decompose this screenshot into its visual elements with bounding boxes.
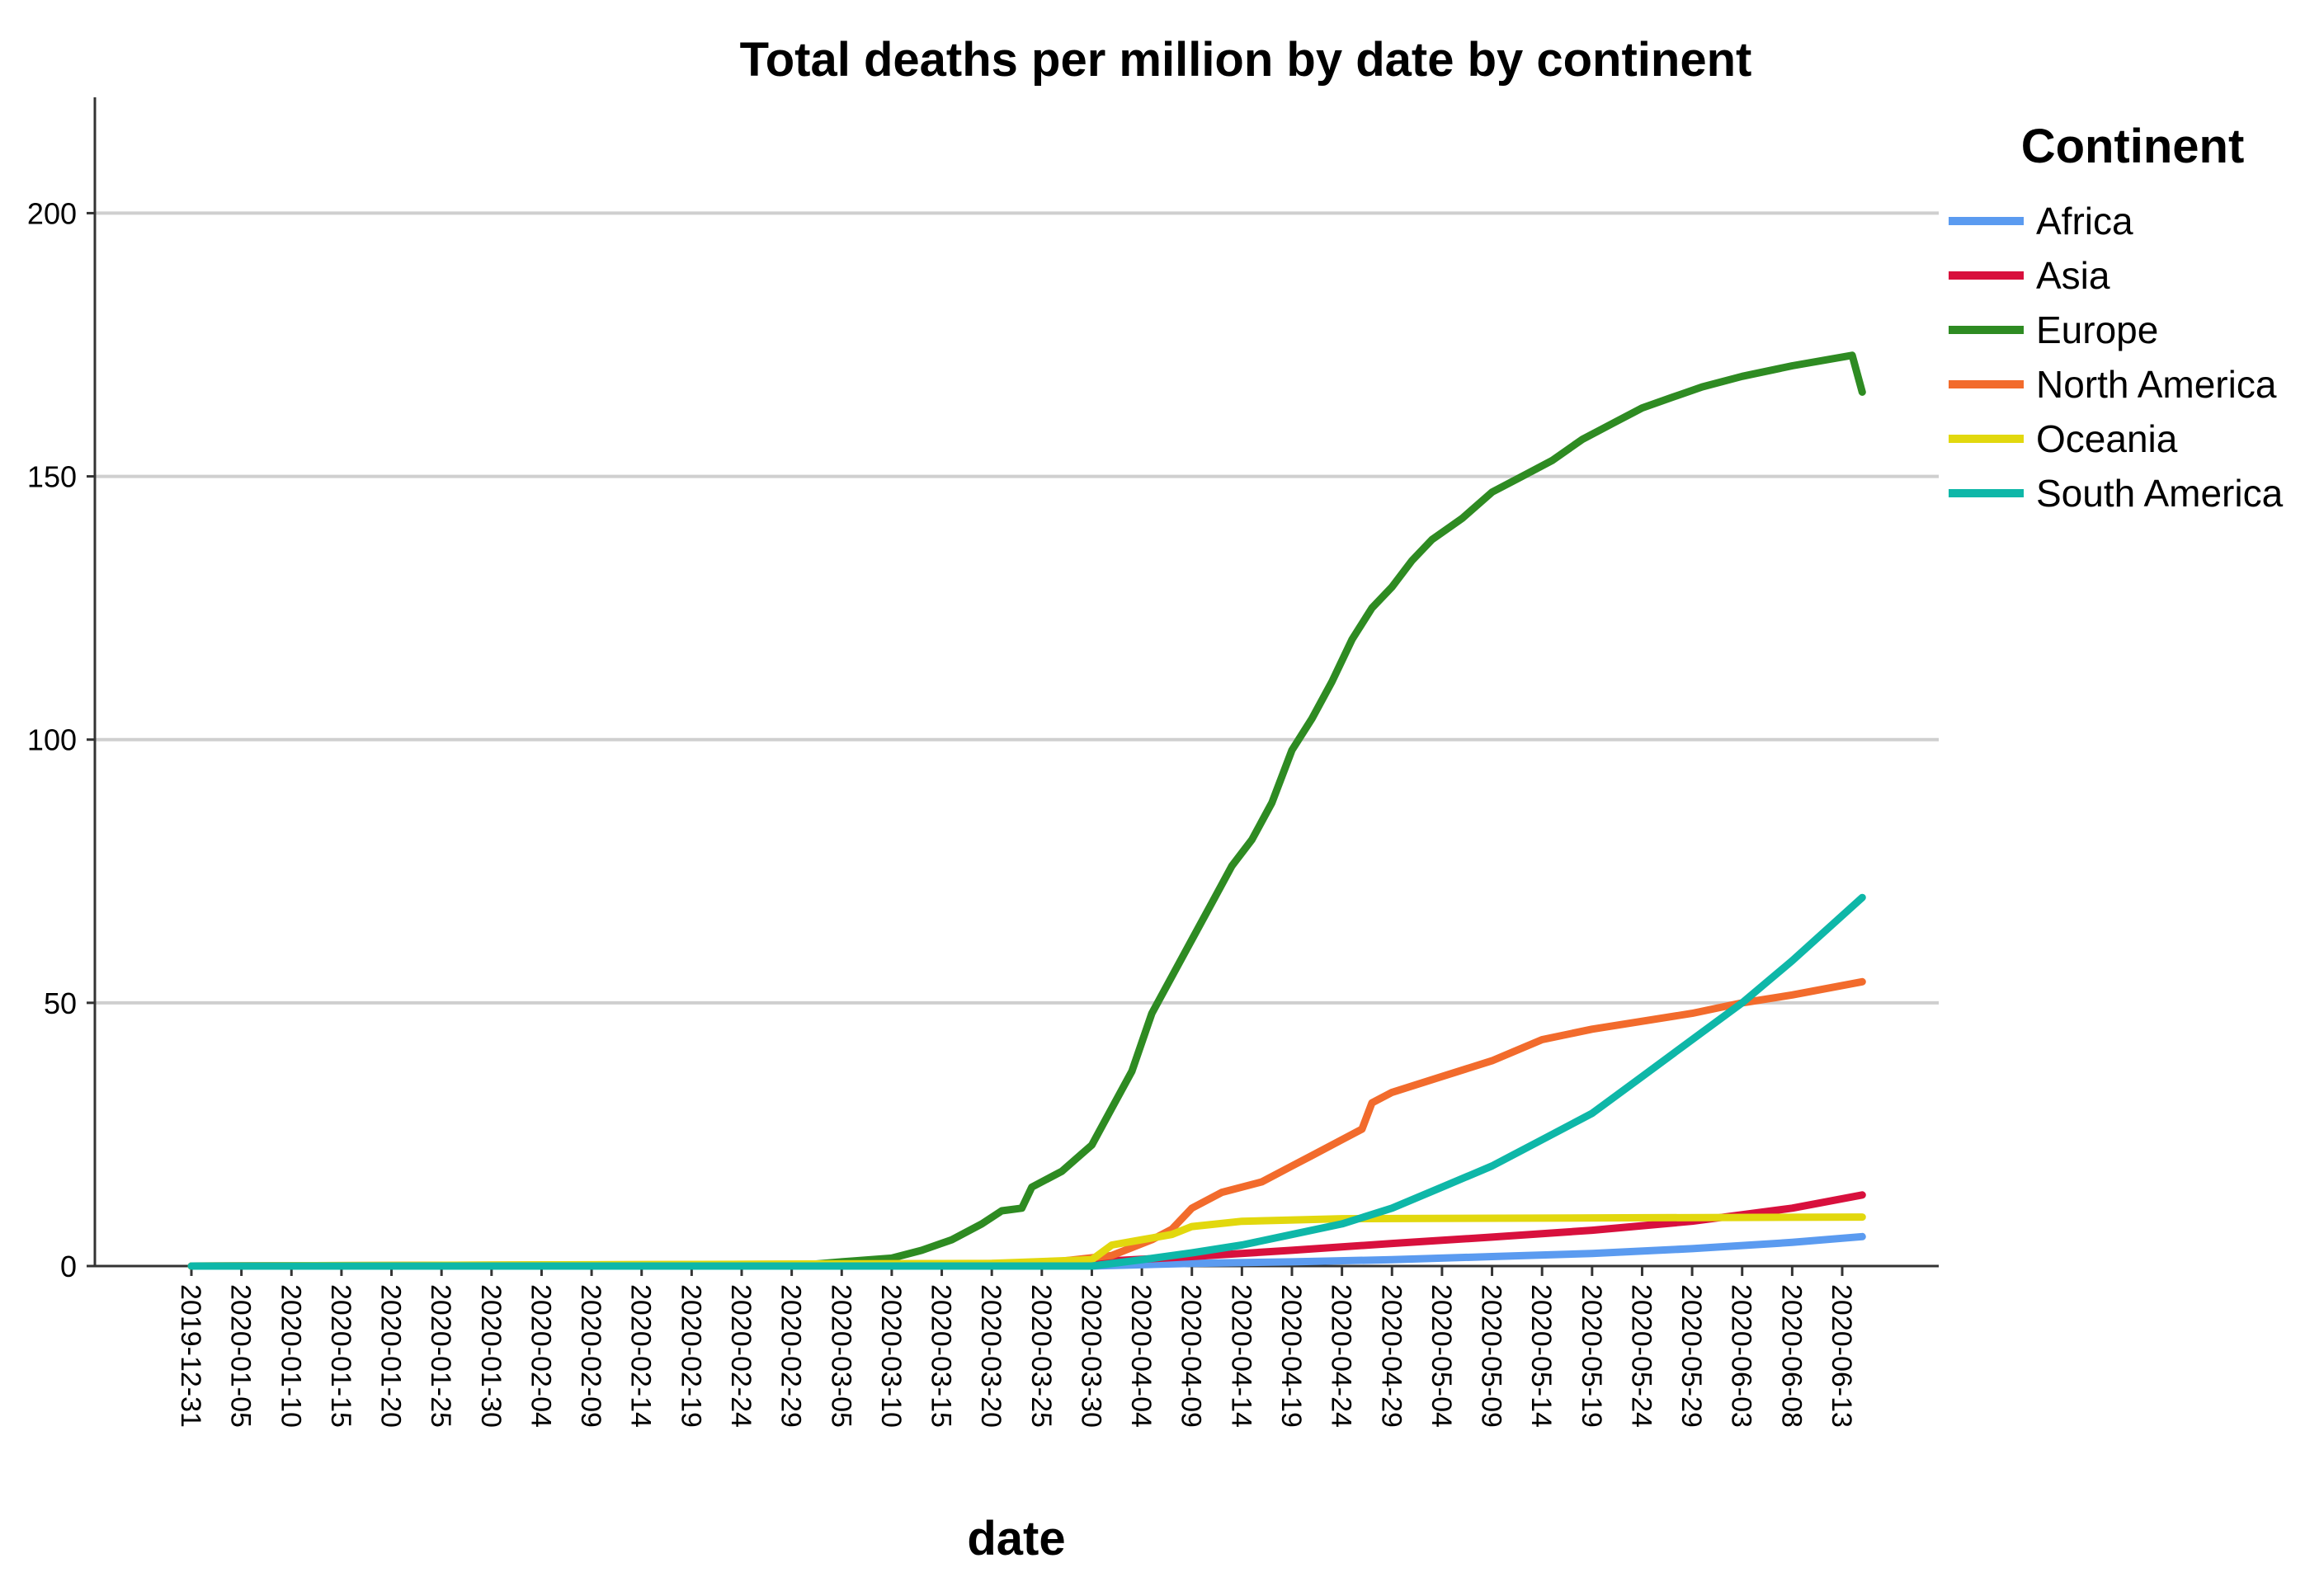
legend-label: North America (2036, 363, 2277, 406)
x-tick-label: 2020-05-04 (1426, 1284, 1457, 1428)
series-line-africa (187, 1232, 1866, 1270)
x-tick-label: 2020-02-24 (725, 1284, 757, 1428)
x-tick-label: 2020-05-09 (1476, 1284, 1507, 1428)
x-tick-label: 2020-04-24 (1326, 1284, 1357, 1428)
legend-label: Africa (2036, 200, 2133, 242)
y-tick-label: 0 (60, 1250, 77, 1283)
y-tick-label: 150 (27, 460, 77, 494)
y-axis-ticks: 0 50 100 150 200 (27, 196, 95, 1283)
x-tick-label: 2020-03-10 (875, 1284, 907, 1428)
x-tick-label: 2020-02-19 (675, 1284, 706, 1428)
x-tick-label: 2020-02-04 (525, 1284, 556, 1428)
x-tick-label: 2020-04-14 (1225, 1284, 1256, 1428)
x-tick-label: 2020-05-19 (1576, 1284, 1607, 1428)
legend-label: Oceania (2036, 417, 2178, 460)
x-axis-title: date (967, 1512, 1065, 1565)
x-tick-label: 2020-02-29 (775, 1284, 807, 1428)
x-tick-label: 2020-06-08 (1775, 1284, 1807, 1428)
x-tick-label: 2020-03-25 (1025, 1284, 1057, 1428)
x-tick-label: 2020-04-04 (1125, 1284, 1157, 1428)
x-tick-label: 2020-01-20 (375, 1284, 407, 1428)
x-tick-label: 2020-03-05 (825, 1284, 856, 1428)
x-tick-label: 2020-01-30 (475, 1284, 507, 1428)
x-tick-label: 2020-02-14 (625, 1284, 657, 1428)
x-tick-label: 2020-01-05 (225, 1284, 257, 1428)
x-tick-label: 2020-03-15 (926, 1284, 957, 1428)
x-tick-label: 2020-01-25 (425, 1284, 456, 1428)
legend-label: South America (2036, 472, 2284, 515)
series-line-europe (187, 351, 1866, 1270)
x-tick-label: 2020-03-20 (975, 1284, 1006, 1428)
gridlines (95, 211, 1939, 1005)
x-tick-label: 2020-05-29 (1676, 1284, 1707, 1428)
series-line-south-america (187, 893, 1866, 1270)
x-tick-label: 2020-04-19 (1275, 1284, 1307, 1428)
legend: Africa Asia Europe North America Oceania Sout… (1949, 200, 2284, 515)
y-tick-label: 100 (27, 723, 77, 757)
legend-label: Asia (2036, 254, 2110, 297)
x-tick-label: 2020-01-10 (275, 1284, 306, 1428)
x-tick-label: 2020-01-15 (325, 1284, 356, 1428)
y-tick-label: 200 (27, 196, 77, 230)
x-axis-ticks: 2019-12-31 2020-01-05 2020-01-10 2020-01-15… (175, 1266, 1857, 1428)
x-tick-label: 2020-02-09 (575, 1284, 606, 1428)
series-line-north-america (187, 977, 1866, 1270)
x-tick-label: 2020-04-09 (1176, 1284, 1207, 1428)
x-tick-label: 2020-05-14 (1525, 1284, 1557, 1428)
x-tick-label: 2020-06-03 (1726, 1284, 1757, 1428)
x-tick-label: 2020-05-24 (1625, 1284, 1657, 1428)
legend-title: Continent (2021, 120, 2245, 173)
x-tick-label: 2020-04-29 (1375, 1284, 1407, 1428)
legend-label: Europe (2036, 308, 2158, 351)
x-tick-label: 2020-03-30 (1075, 1284, 1106, 1428)
series-line-oceania (187, 1213, 1866, 1270)
x-tick-label: 2019-12-31 (175, 1284, 206, 1428)
chart-title: Total deaths per million by date by cont… (740, 33, 1752, 87)
y-tick-label: 50 (44, 986, 77, 1020)
series-lines (187, 351, 1866, 1270)
x-tick-label: 2020-06-13 (1826, 1284, 1857, 1428)
